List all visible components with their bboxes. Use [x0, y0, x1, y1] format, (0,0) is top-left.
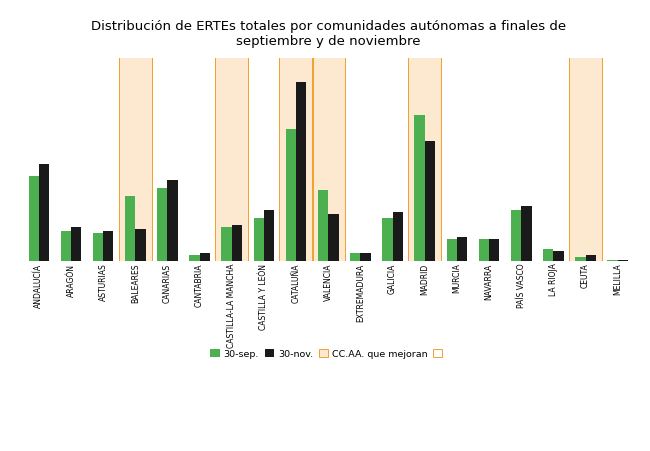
Bar [189, 255, 200, 262]
Bar [71, 227, 81, 262]
Bar [296, 83, 306, 262]
Bar [586, 255, 596, 262]
Bar [318, 190, 328, 262]
Bar [575, 258, 586, 262]
Bar [350, 253, 360, 262]
Bar [264, 211, 274, 262]
Legend: 30-sep., 30-nov., CC.AA. que mejoran, : 30-sep., 30-nov., CC.AA. que mejoran, [207, 345, 450, 363]
Bar [103, 231, 113, 262]
Bar [254, 219, 264, 262]
Bar [135, 229, 146, 262]
Bar [457, 237, 467, 262]
Bar [168, 180, 177, 262]
Bar [286, 130, 296, 262]
Bar [521, 207, 532, 262]
Bar [215, 59, 248, 262]
Bar [280, 59, 313, 262]
Bar [157, 189, 168, 262]
Bar [393, 213, 403, 262]
Bar [328, 215, 339, 262]
Bar [618, 261, 628, 262]
Bar [479, 239, 489, 262]
Bar [232, 225, 242, 262]
Bar [93, 233, 103, 262]
Bar [415, 115, 424, 262]
Bar [118, 59, 152, 262]
Bar [382, 219, 393, 262]
Bar [553, 252, 564, 262]
Bar [543, 249, 553, 262]
Bar [311, 59, 345, 262]
Title: Distribución de ERTEs totales por comunidades autónomas a finales de
septiembre : Distribución de ERTEs totales por comuni… [91, 19, 566, 47]
Bar [29, 176, 39, 262]
Bar [39, 164, 49, 262]
Bar [60, 231, 71, 262]
Bar [447, 239, 457, 262]
Bar [125, 197, 135, 262]
Bar [607, 261, 618, 262]
Bar [569, 59, 603, 262]
Bar [424, 142, 435, 262]
Bar [222, 227, 232, 262]
Bar [200, 253, 210, 262]
Bar [489, 239, 499, 262]
Bar [408, 59, 441, 262]
Bar [511, 211, 521, 262]
Bar [360, 253, 370, 262]
